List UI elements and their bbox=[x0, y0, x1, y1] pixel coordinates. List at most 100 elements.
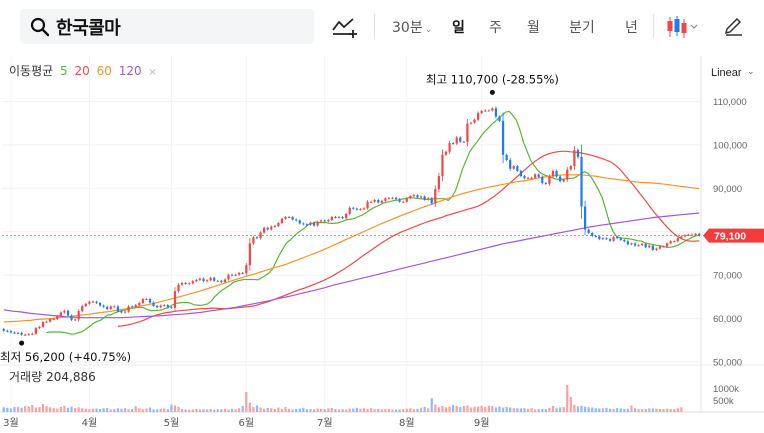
chart-grid bbox=[0, 56, 764, 413]
volume-bar bbox=[170, 404, 173, 412]
candle-body bbox=[152, 302, 155, 306]
scale-dropdown[interactable]: Linear bbox=[711, 67, 742, 79]
volume-bar bbox=[287, 408, 291, 412]
candle-body bbox=[694, 233, 697, 235]
stock-name: 한국콜마 bbox=[56, 17, 121, 39]
candle-body bbox=[298, 220, 301, 224]
candle-body bbox=[52, 318, 55, 320]
volume-bar bbox=[526, 408, 530, 412]
candle bbox=[263, 226, 266, 234]
candle bbox=[569, 165, 572, 171]
candle bbox=[255, 236, 259, 240]
candle bbox=[184, 281, 187, 285]
candle-body bbox=[284, 216, 287, 219]
close-icon[interactable]: × bbox=[148, 67, 157, 78]
chart-type-button[interactable] bbox=[665, 14, 703, 40]
candle-body bbox=[544, 183, 547, 185]
candle bbox=[462, 140, 465, 143]
candle-body bbox=[491, 108, 494, 111]
candle bbox=[423, 195, 426, 201]
candle bbox=[505, 153, 508, 162]
volume-bar bbox=[658, 408, 662, 412]
candle-body bbox=[295, 219, 298, 221]
candle bbox=[230, 273, 234, 277]
candle-body bbox=[120, 311, 123, 313]
candle-body bbox=[302, 223, 305, 225]
period-month-tab[interactable]: 월 bbox=[527, 20, 540, 36]
volume-bar bbox=[131, 408, 134, 412]
volume-bar bbox=[70, 406, 73, 412]
volume-bar bbox=[263, 408, 266, 412]
candle bbox=[359, 208, 362, 211]
candle bbox=[509, 157, 512, 171]
period-week-tab[interactable]: 주 bbox=[489, 20, 502, 36]
month-tick-label: 6월 bbox=[239, 417, 255, 429]
volume-bar bbox=[487, 405, 490, 412]
volume-bar bbox=[9, 408, 13, 412]
volume-bar bbox=[459, 407, 462, 412]
candle bbox=[74, 318, 77, 321]
candle-body bbox=[444, 151, 448, 155]
stock-search-input[interactable]: 한국콜마 bbox=[20, 9, 314, 44]
candle-body bbox=[220, 280, 223, 283]
candle-body bbox=[98, 302, 102, 306]
candle-body bbox=[673, 241, 676, 243]
candle-body bbox=[516, 166, 519, 171]
volume-bar bbox=[359, 408, 362, 412]
candle bbox=[519, 169, 523, 178]
volume-bar bbox=[566, 384, 569, 412]
candle bbox=[95, 300, 98, 305]
candle bbox=[583, 200, 587, 236]
candlestick-series bbox=[2, 106, 701, 336]
candle-body bbox=[569, 166, 572, 170]
candle bbox=[145, 297, 148, 301]
volume-bar bbox=[205, 409, 209, 412]
candle bbox=[626, 240, 629, 246]
candle bbox=[537, 173, 540, 179]
volume-bar bbox=[409, 408, 412, 412]
candle bbox=[655, 247, 658, 252]
volume-bar bbox=[612, 408, 615, 412]
candle bbox=[180, 281, 184, 286]
period-quarter-tab[interactable]: 분기 bbox=[569, 20, 595, 36]
candle-body bbox=[202, 278, 205, 282]
candle bbox=[633, 242, 637, 247]
candle-body bbox=[434, 189, 437, 204]
volume-bar bbox=[330, 408, 333, 412]
volume-bar bbox=[594, 408, 597, 412]
candle-body bbox=[676, 238, 679, 242]
volume-bar bbox=[148, 407, 152, 412]
volume-bar bbox=[245, 391, 248, 412]
candle-body bbox=[473, 119, 476, 123]
chevron-down-icon[interactable]: ⌄ bbox=[747, 66, 755, 76]
price-tick-label: 70,000 bbox=[713, 271, 742, 282]
candle bbox=[541, 175, 544, 185]
compare-button[interactable] bbox=[331, 14, 359, 40]
volume-bar bbox=[380, 409, 383, 412]
candle bbox=[27, 333, 30, 336]
candle-body bbox=[377, 199, 380, 203]
candle bbox=[330, 215, 333, 222]
volume-bar bbox=[49, 407, 52, 412]
volume-bar bbox=[166, 409, 169, 412]
candle bbox=[66, 309, 70, 317]
candle bbox=[452, 141, 455, 145]
candle-body bbox=[2, 328, 5, 331]
draw-tool-button[interactable] bbox=[722, 15, 744, 37]
candle bbox=[116, 305, 120, 313]
period-30min-dropdown[interactable]: 30분 ⌄ bbox=[392, 20, 433, 36]
candle bbox=[280, 217, 284, 225]
candle bbox=[81, 304, 84, 313]
period-year-tab[interactable]: 년 bbox=[625, 20, 638, 36]
candle-body bbox=[341, 216, 344, 219]
volume-bar bbox=[24, 406, 27, 412]
candle bbox=[327, 218, 330, 223]
period-day-tab[interactable]: 일 bbox=[452, 20, 465, 36]
candle bbox=[637, 244, 640, 247]
volume-bar bbox=[512, 408, 515, 412]
volume-bar bbox=[230, 408, 234, 412]
candle bbox=[434, 185, 437, 208]
candle bbox=[648, 244, 651, 249]
candle bbox=[298, 219, 301, 225]
